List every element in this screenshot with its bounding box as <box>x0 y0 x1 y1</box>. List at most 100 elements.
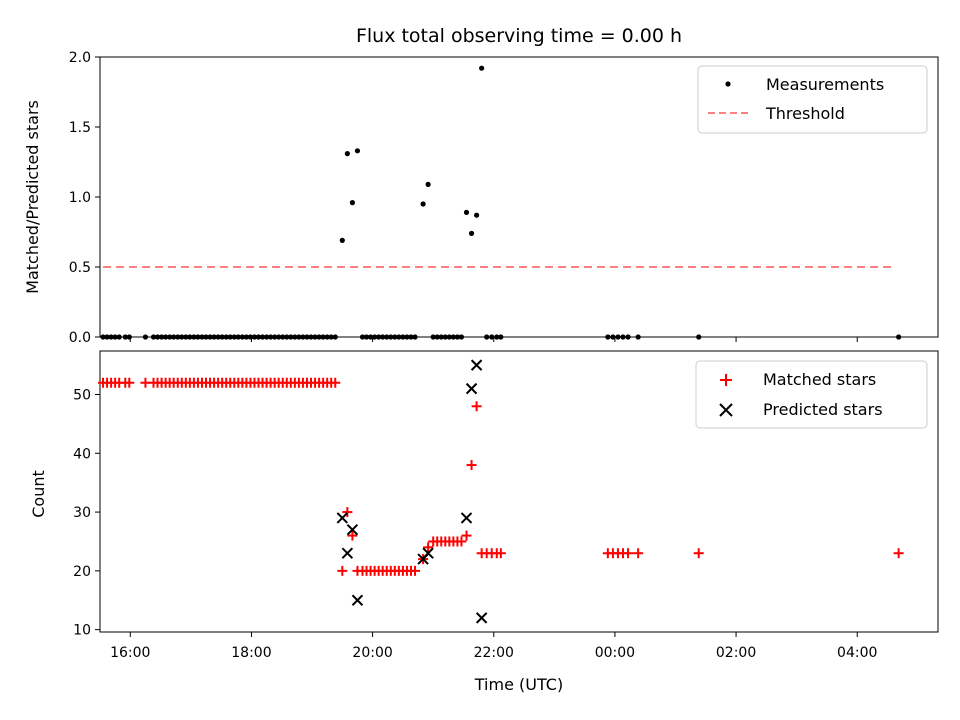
bottom-y-tick-label: 30 <box>73 505 91 521</box>
matched-star-point <box>342 507 353 518</box>
measurement-point <box>438 334 444 340</box>
measurement-point <box>484 334 490 340</box>
measurement-point <box>112 334 118 340</box>
measurement-point <box>420 201 426 207</box>
bottom-y-tick-label: 40 <box>73 446 91 462</box>
bottom-plot-panel: 10 20 30 40 50 16:00 18:00 20:00 22:00 00:00 02:0… <box>29 350 939 694</box>
measurement-point <box>384 334 390 340</box>
chart-title: Flux total observing time = 0.00 h <box>356 25 682 47</box>
predicted-star-point-b <box>346 524 359 536</box>
matched-star-point <box>693 548 704 559</box>
measurement-point <box>304 334 310 340</box>
matched-stars-legend-label: Matched stars <box>763 370 876 389</box>
x-axis-label: Time (UTC) <box>474 675 563 694</box>
measurement-point <box>316 334 322 340</box>
measurement-point <box>320 334 326 340</box>
measurement-point <box>430 334 436 340</box>
predicted-stars-legend-label: Predicted stars <box>763 400 883 419</box>
measurement-point <box>251 334 258 340</box>
predicted-star-point <box>341 547 354 559</box>
measurement-point <box>425 181 431 187</box>
measurement-point <box>620 334 626 340</box>
measurement-point <box>896 334 902 340</box>
measurement-point <box>191 334 197 340</box>
predicted-star-point <box>351 594 364 606</box>
predicted-star-point-b <box>341 547 354 559</box>
measurement-point <box>175 334 181 340</box>
matched-star-point <box>410 565 421 576</box>
measurement-point <box>199 334 205 340</box>
x-tick-label: 00:00 <box>595 645 635 661</box>
predicted-star-point-b <box>470 359 483 371</box>
x-tick-label: 04:00 <box>837 645 877 661</box>
matched-star-point <box>423 542 434 553</box>
matched-stars-legend-marker <box>720 374 732 386</box>
measurement-point <box>292 334 298 340</box>
matched-star-point <box>124 377 135 388</box>
matched-star-point <box>495 548 506 559</box>
predicted-star-point <box>460 512 473 524</box>
bottom-y-axis-label: Count <box>29 470 48 518</box>
predicted-star-point-b <box>460 512 473 524</box>
predicted-star-point-b <box>336 512 349 524</box>
measurement-point <box>339 237 345 243</box>
top-y-tick-label: 0.0 <box>69 330 91 346</box>
measurement-point <box>468 230 475 236</box>
measurement-point <box>376 334 382 340</box>
measurement-point <box>171 334 177 340</box>
measurement-point <box>272 334 278 340</box>
top-legend: Measurements Threshold <box>697 65 928 134</box>
bottom-y-tick-label: 10 <box>73 623 91 639</box>
measurement-point <box>163 334 169 340</box>
measurement-point <box>367 334 374 340</box>
top-y-tick-label: 1.5 <box>69 120 91 136</box>
measurement-point <box>454 334 461 340</box>
x-tick-label: 18:00 <box>231 645 271 661</box>
predicted-stars-legend-marker <box>719 403 733 417</box>
measurement-point <box>203 334 209 340</box>
measurement-point <box>259 334 266 340</box>
measurement-point <box>150 334 157 340</box>
measurement-point <box>280 334 286 340</box>
measurement-point <box>268 334 274 340</box>
matched-star-point <box>471 401 482 412</box>
measurement-point <box>312 334 318 340</box>
measurement-point <box>126 334 132 340</box>
measurement-point <box>359 334 366 340</box>
measurement-point <box>396 334 402 340</box>
matched-star-point <box>633 548 644 559</box>
predicted-star-point-b <box>475 612 488 624</box>
measurement-point <box>255 334 262 340</box>
measurement-point <box>247 334 254 340</box>
measurement-point <box>116 334 122 340</box>
measurement-point <box>211 334 217 340</box>
measurement-point <box>434 334 440 340</box>
measurement-point <box>263 334 270 340</box>
measurement-point <box>625 334 631 340</box>
predicted-star-point <box>336 512 349 524</box>
measurement-point <box>635 334 641 340</box>
bottom-legend: Matched stars Predicted stars <box>695 360 928 429</box>
top-plot-panel: 0.00.51.01.52.0 Matched/Predicted stars … <box>23 50 939 346</box>
matched-star-point <box>466 460 477 471</box>
measurement-point <box>494 334 500 340</box>
matched-star-point <box>893 548 904 559</box>
measurement-point <box>100 334 106 340</box>
bottom-plot-frame <box>99 350 939 633</box>
measurement-point <box>344 151 350 157</box>
measurement-point <box>288 334 294 340</box>
measurement-point <box>412 334 418 340</box>
top-y-tick-label: 1.0 <box>69 190 91 206</box>
measurement-point <box>231 334 237 340</box>
measurement-point <box>300 334 306 340</box>
measurement-point <box>349 200 356 206</box>
top-y-axis-label: Matched/Predicted stars <box>23 100 42 294</box>
matched-star-point <box>347 530 358 541</box>
predicted-star-point <box>422 547 434 559</box>
measurement-point <box>388 334 394 340</box>
measurement-point <box>187 334 193 340</box>
measurement-point <box>158 334 165 340</box>
top-y-tick-label: 0.5 <box>69 260 91 276</box>
measurement-point <box>296 334 302 340</box>
